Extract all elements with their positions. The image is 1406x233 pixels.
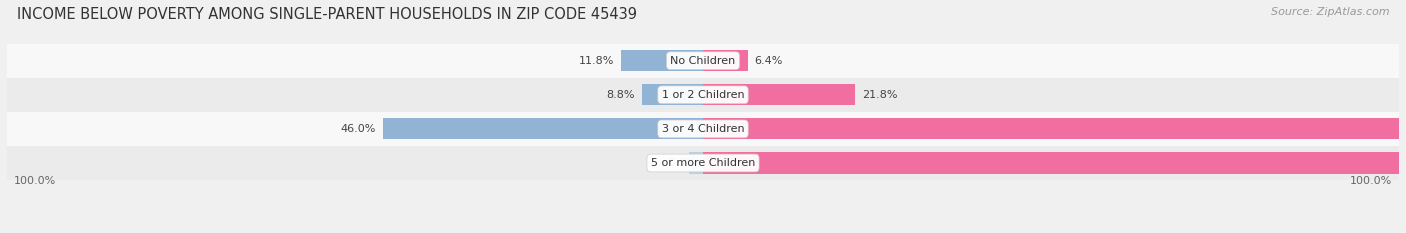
Bar (689, 152, 703, 174)
Text: 100.0%: 100.0% (14, 176, 56, 186)
Bar (382, 118, 703, 140)
Bar (7, 44, 1399, 78)
Text: 3 or 4 Children: 3 or 4 Children (662, 124, 744, 134)
Bar (703, 118, 1399, 140)
Bar (703, 50, 748, 71)
Bar (621, 50, 703, 71)
Bar (7, 112, 1399, 146)
Text: 11.8%: 11.8% (578, 56, 614, 66)
Text: 21.8%: 21.8% (862, 90, 897, 100)
Bar (703, 84, 855, 105)
Text: 46.0%: 46.0% (340, 124, 375, 134)
Text: INCOME BELOW POVERTY AMONG SINGLE-PARENT HOUSEHOLDS IN ZIP CODE 45439: INCOME BELOW POVERTY AMONG SINGLE-PARENT… (17, 7, 637, 22)
Text: Source: ZipAtlas.com: Source: ZipAtlas.com (1271, 7, 1389, 17)
Text: 8.8%: 8.8% (606, 90, 634, 100)
Text: 5 or more Children: 5 or more Children (651, 158, 755, 168)
Text: No Children: No Children (671, 56, 735, 66)
Text: 1 or 2 Children: 1 or 2 Children (662, 90, 744, 100)
Text: 100.0%: 100.0% (1350, 176, 1392, 186)
Bar (641, 84, 703, 105)
Bar (703, 152, 1399, 174)
Bar (7, 146, 1399, 180)
Text: 0.0%: 0.0% (668, 158, 696, 168)
Text: 6.4%: 6.4% (755, 56, 783, 66)
Bar (7, 78, 1399, 112)
